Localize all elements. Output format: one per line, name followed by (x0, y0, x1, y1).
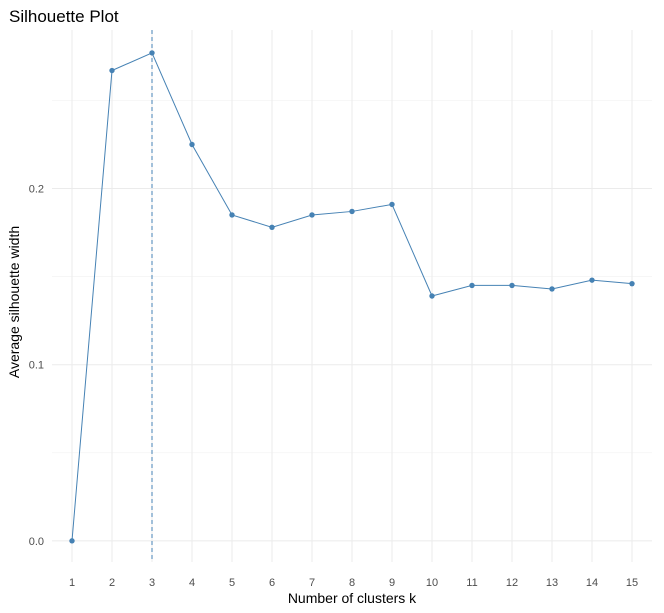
x-axis-label: Number of clusters k (288, 590, 417, 606)
x-tick-label: 14 (586, 577, 598, 589)
x-tick-label: 15 (626, 577, 638, 589)
x-tick-label: 11 (466, 577, 477, 589)
x-tick-labels: 1 2 3 4 5 6 7 8 9 10 11 12 13 14 15 (69, 577, 638, 589)
x-tick-label: 1 (69, 577, 75, 589)
grid (52, 30, 652, 562)
data-point (389, 201, 395, 208)
x-tick-label: 9 (389, 577, 395, 589)
y-tick-label: 0.1 (29, 360, 44, 372)
data-point (429, 293, 435, 299)
chart-title: Silhouette Plot (9, 7, 119, 26)
data-point (189, 141, 195, 148)
x-tick-label: 8 (349, 577, 355, 589)
x-tick-label: 10 (426, 577, 438, 589)
data-point (509, 282, 515, 289)
y-tick-labels: 0.0 0.1 0.2 (29, 184, 44, 548)
x-tick-label: 7 (309, 577, 315, 589)
data-point (589, 277, 595, 283)
data-point (349, 208, 355, 215)
y-tick-label: 0.0 (29, 536, 44, 548)
x-tick-label: 4 (189, 577, 195, 589)
data-point (149, 50, 155, 56)
data-point (69, 538, 75, 544)
data-point (269, 224, 275, 230)
data-point (469, 282, 475, 289)
series-group (69, 50, 635, 544)
x-tick-label: 12 (506, 577, 518, 589)
x-tick-label: 2 (109, 577, 115, 589)
data-point (229, 212, 235, 218)
x-tick-label: 13 (546, 577, 558, 589)
x-tick-label: 5 (229, 577, 235, 589)
x-tick-label: 6 (269, 577, 275, 589)
data-point (309, 212, 315, 218)
data-point (109, 67, 115, 74)
data-point (549, 286, 555, 292)
x-tick-label: 3 (149, 577, 155, 589)
y-axis-label: Average silhouette width (6, 226, 22, 378)
y-tick-label: 0.2 (29, 184, 44, 196)
data-point (629, 280, 635, 287)
